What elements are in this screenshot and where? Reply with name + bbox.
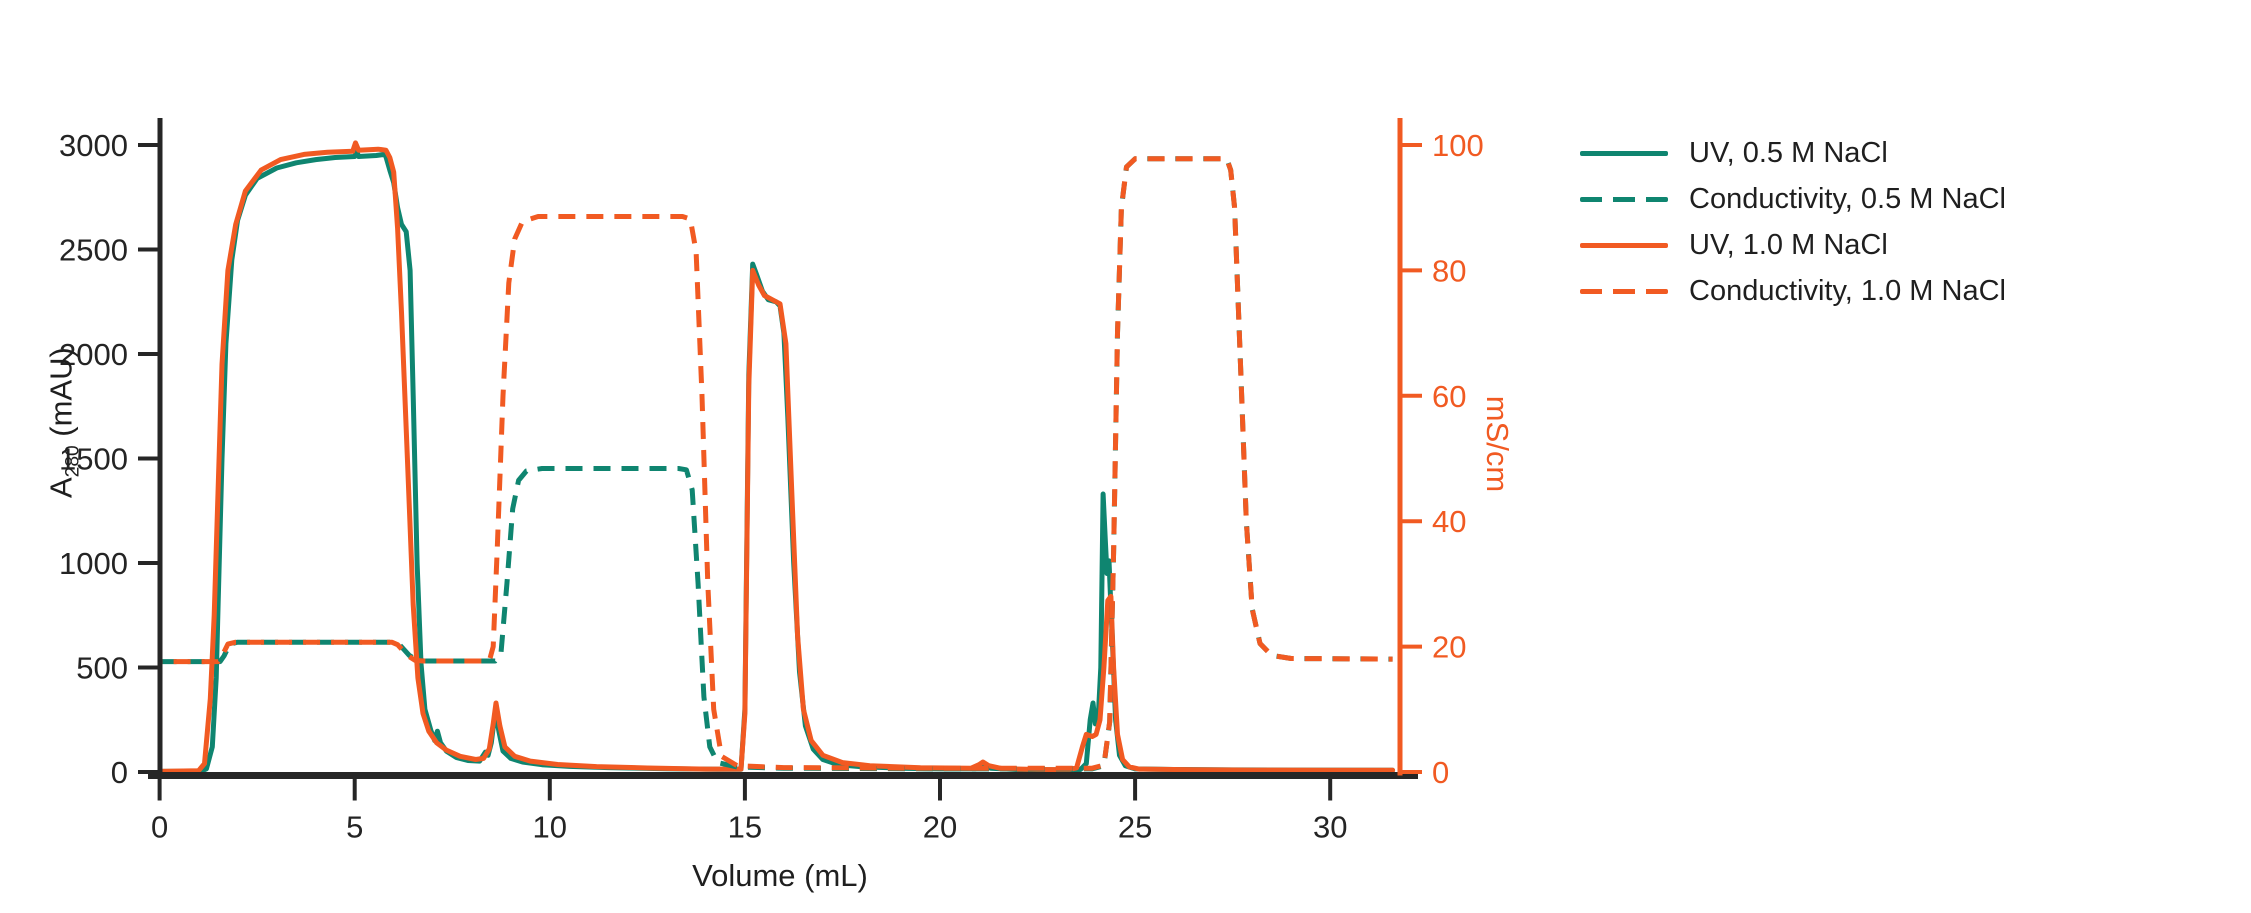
legend-line-sample-dashed-orange	[1580, 288, 1668, 294]
y-axis-left-title-prefix: A	[43, 477, 79, 499]
x-tick-label: 25	[1118, 810, 1152, 845]
y-left-tick-label: 3000	[59, 128, 128, 163]
series-curve-conductivity-1.0-m-nacl	[159, 156, 1393, 771]
plot-series	[157, 140, 1396, 774]
series-curve-uv-1.0-m-nacl	[157, 140, 1396, 774]
legend: UV, 0.5 M NaCl Conductivity, 0.5 M NaCl …	[1580, 130, 2006, 314]
y-left-tick-label: 500	[76, 651, 128, 686]
legend-label: Conductivity, 1.0 M NaCl	[1689, 274, 2006, 307]
legend-label: UV, 1.0 M NaCl	[1689, 228, 1888, 261]
x-axis-title: Volume (mL)	[692, 858, 868, 893]
legend-item-conductivity-0.5m-nacl: Conductivity, 0.5 M NaCl	[1580, 176, 2006, 222]
x-tick-label: 0	[151, 810, 168, 845]
y-axis-left-title-suffix: (mAU)	[43, 347, 79, 446]
x-tick-label: 15	[728, 810, 762, 845]
y-right-tick-label: 0	[1432, 755, 1449, 790]
legend-line-sample-solid-orange	[1580, 242, 1668, 248]
y-axis-left-title-subscript: 280	[62, 445, 84, 478]
legend-item-conductivity-1.0m-nacl: Conductivity, 1.0 M NaCl	[1580, 268, 2006, 314]
y-left-tick-label: 0	[111, 755, 128, 790]
legend-item-uv-0.5m-nacl: UV, 0.5 M NaCl	[1580, 130, 2006, 176]
y-right-tick-label: 40	[1432, 504, 1466, 539]
y-right-tick-label: 100	[1432, 128, 1484, 163]
series-curve-uv-0.5-m-nacl	[157, 148, 1396, 774]
x-tick-label: 30	[1313, 810, 1347, 845]
series-curve-conductivity-0.5-m-nacl	[159, 156, 1393, 772]
y-axis-left-title: A280 (mAU)	[43, 293, 84, 553]
x-tick-label: 5	[346, 810, 363, 845]
y-right-tick-label: 60	[1432, 379, 1466, 414]
y-left-tick-label: 2000	[59, 337, 128, 372]
y-left-tick-label: 1000	[59, 546, 128, 581]
x-tick-label: 20	[923, 810, 957, 845]
y-axis-right-title: mS/cm	[1480, 395, 1515, 493]
y-left-tick-label: 2500	[59, 233, 128, 268]
y-left-tick-label: 1500	[59, 442, 128, 477]
y-right-tick-label: 80	[1432, 253, 1466, 288]
x-tick-label: 10	[533, 810, 567, 845]
legend-label: Conductivity, 0.5 M NaCl	[1689, 182, 2006, 215]
legend-label: UV, 0.5 M NaCl	[1689, 136, 1888, 169]
legend-item-uv-1.0m-nacl: UV, 1.0 M NaCl	[1580, 222, 2006, 268]
legend-line-sample-solid-teal	[1580, 150, 1668, 156]
y-right-tick-label: 20	[1432, 630, 1466, 665]
legend-line-sample-dashed-teal	[1580, 196, 1668, 202]
